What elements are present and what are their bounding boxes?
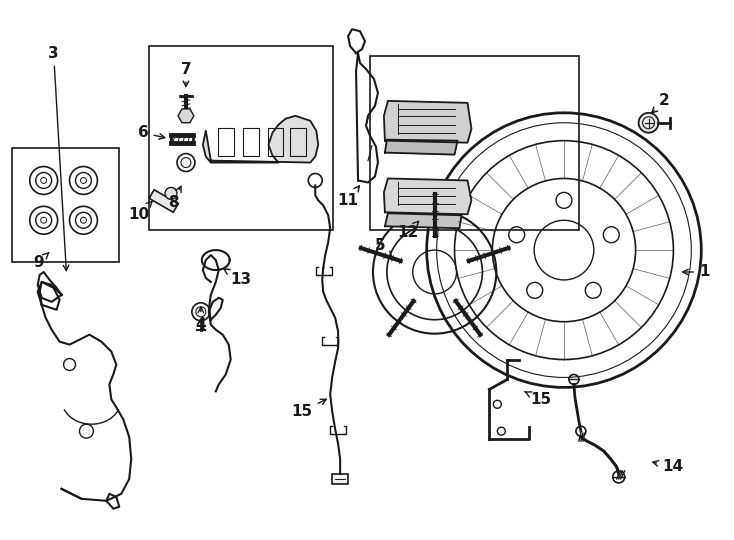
Text: 15: 15 <box>292 399 327 418</box>
Polygon shape <box>385 140 457 154</box>
Bar <box>267 128 283 156</box>
Text: 1: 1 <box>683 265 710 280</box>
Text: 13: 13 <box>224 269 251 287</box>
Text: 12: 12 <box>397 221 418 240</box>
Text: 2: 2 <box>652 93 670 113</box>
Bar <box>218 128 233 156</box>
Bar <box>149 190 178 212</box>
Circle shape <box>639 113 658 133</box>
Text: 14: 14 <box>653 460 683 475</box>
Polygon shape <box>203 116 319 163</box>
Polygon shape <box>385 213 462 228</box>
Bar <box>243 128 258 156</box>
Polygon shape <box>178 109 194 123</box>
Text: 8: 8 <box>167 186 181 210</box>
Polygon shape <box>384 179 471 214</box>
Text: 4: 4 <box>195 307 206 332</box>
Bar <box>12 147 120 262</box>
Circle shape <box>165 187 177 199</box>
Text: 7: 7 <box>181 62 192 86</box>
Text: 9: 9 <box>33 253 49 269</box>
Bar <box>370 56 579 230</box>
Text: 3: 3 <box>48 45 69 271</box>
Bar <box>333 474 348 484</box>
Text: 15: 15 <box>525 392 552 407</box>
Text: 5: 5 <box>374 238 392 257</box>
Text: 10: 10 <box>128 201 152 222</box>
Text: 11: 11 <box>338 186 360 208</box>
Bar <box>291 128 306 156</box>
Polygon shape <box>384 101 471 143</box>
Text: 6: 6 <box>138 125 165 140</box>
Bar <box>149 46 333 230</box>
